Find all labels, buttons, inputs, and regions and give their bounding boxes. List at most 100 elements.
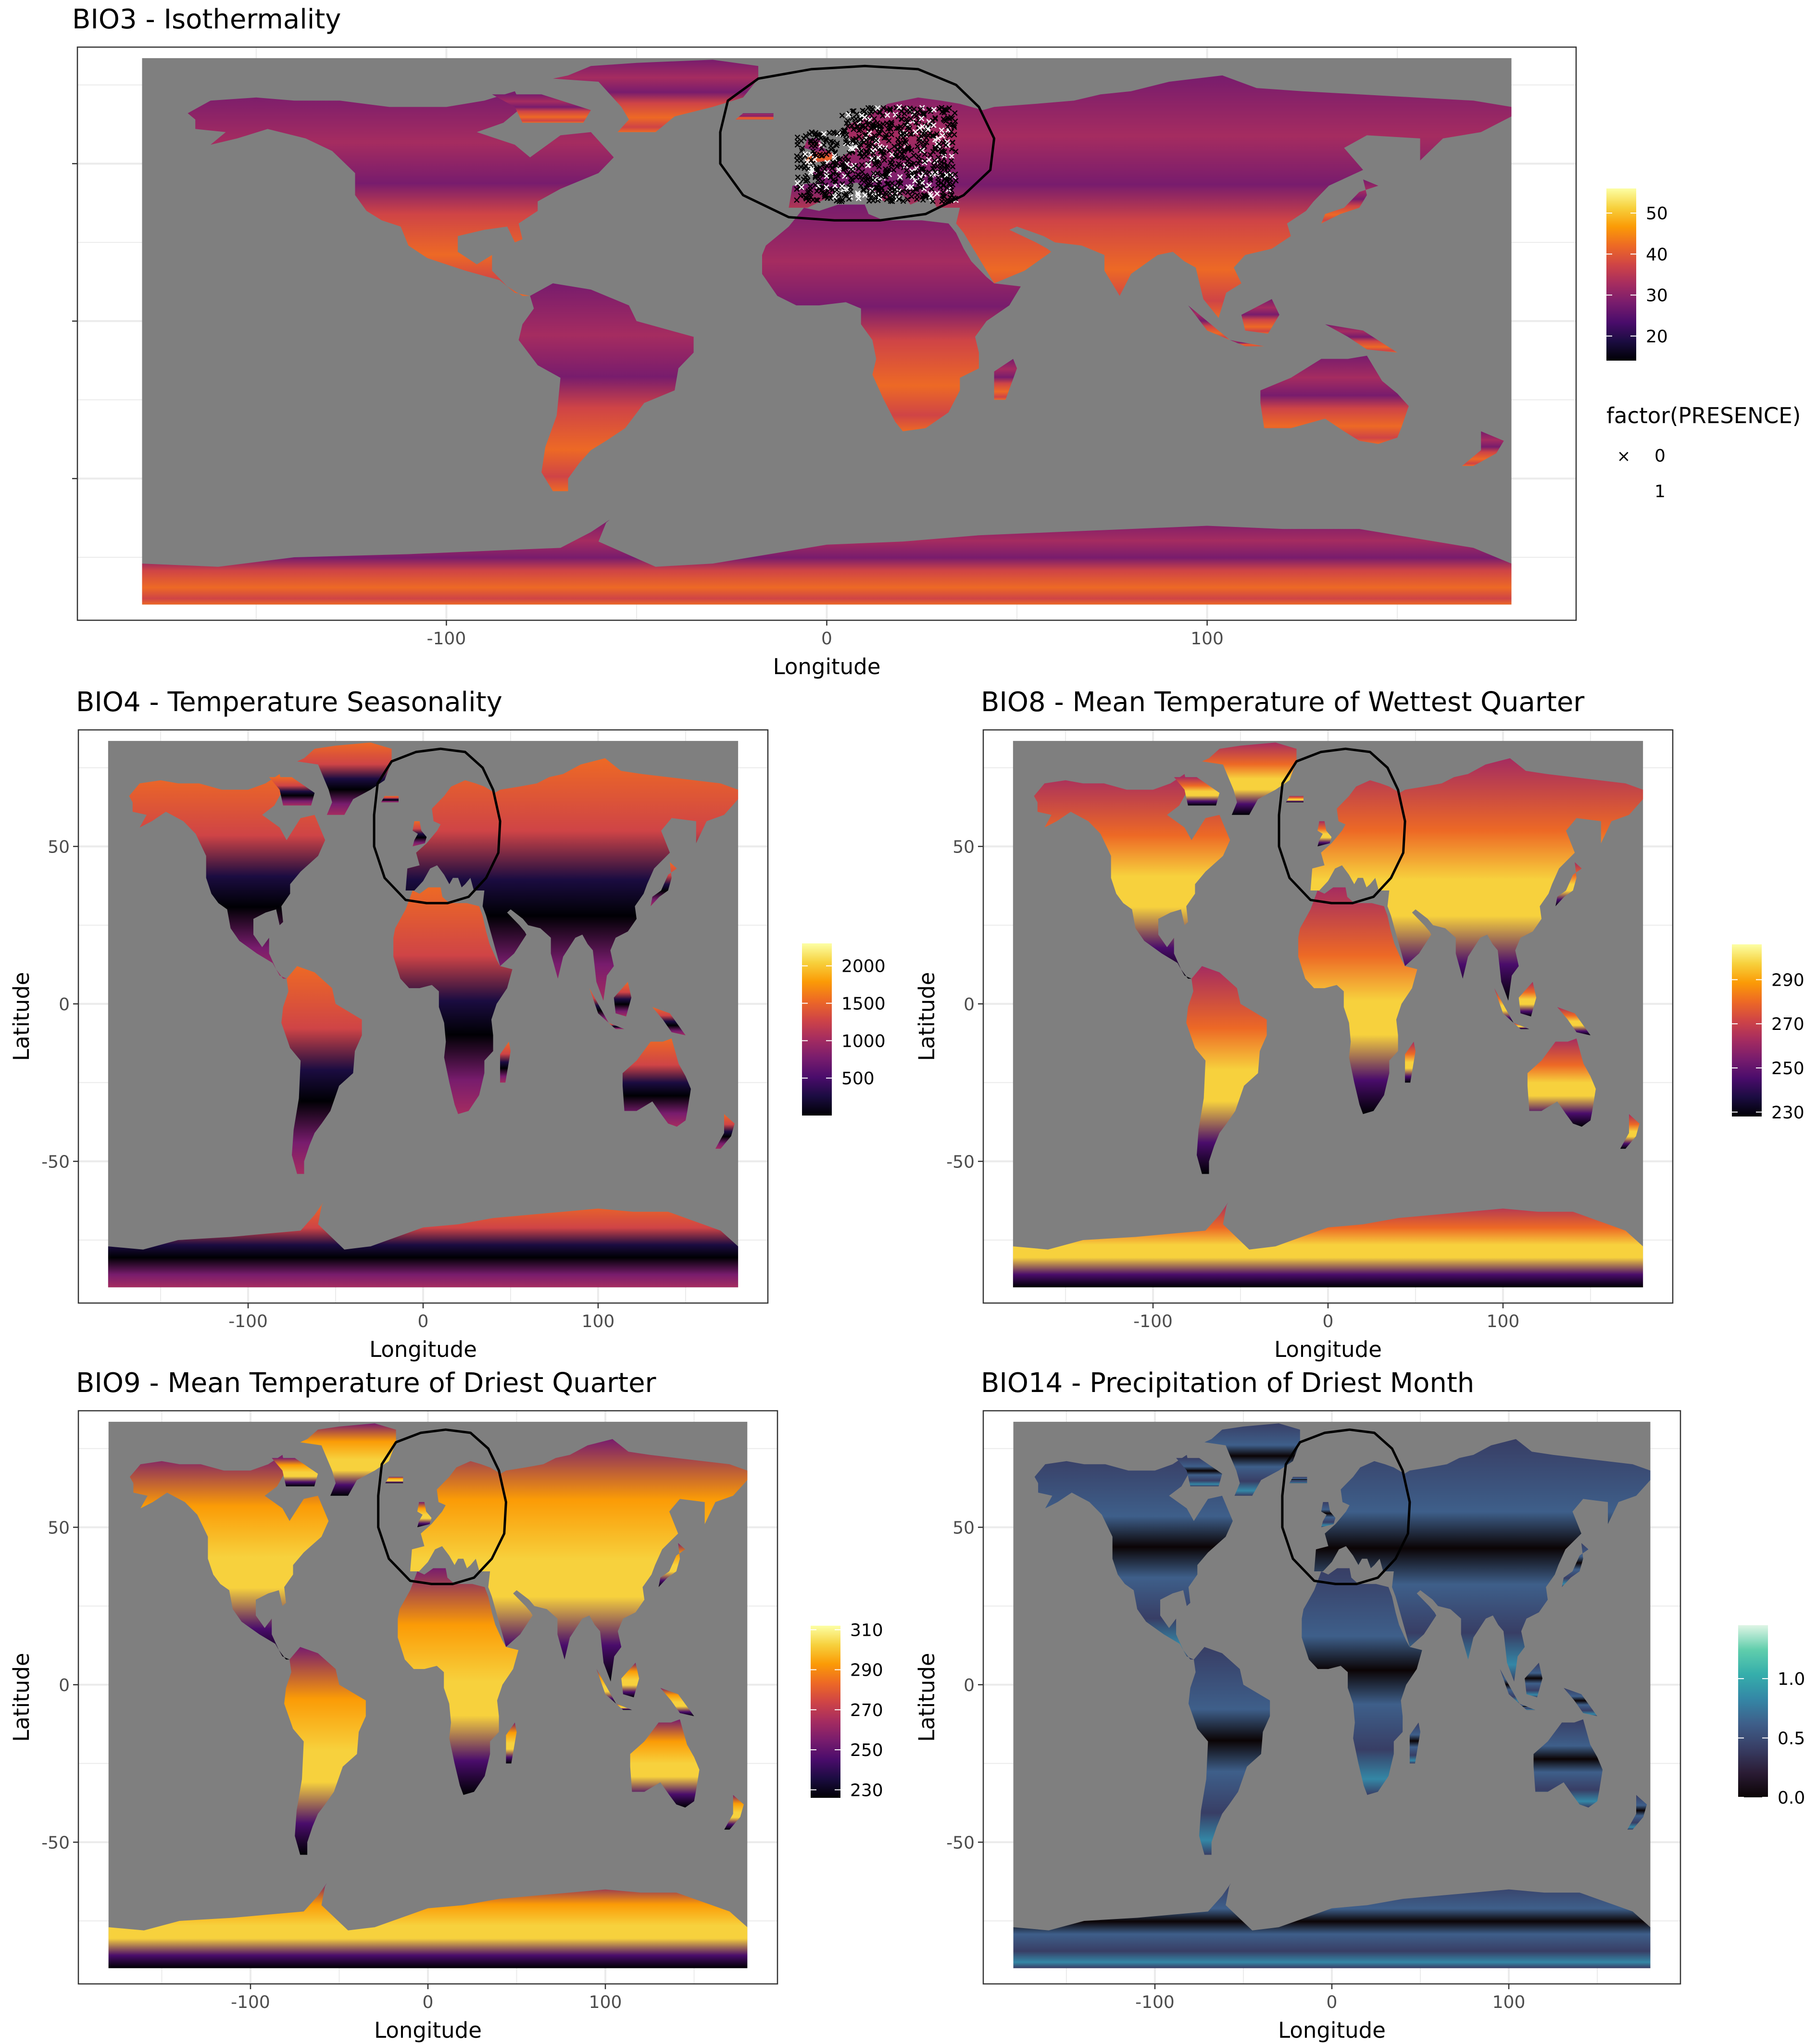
presence-point xyxy=(842,128,848,134)
presence-point xyxy=(881,157,888,163)
land-antarctica xyxy=(108,1883,748,1969)
presence-point xyxy=(895,113,902,120)
land-australia xyxy=(630,1719,700,1808)
presence-point xyxy=(940,192,946,199)
colorbar xyxy=(1732,944,1762,1116)
x-tick-label: -100 xyxy=(231,1993,270,2012)
presence-point xyxy=(921,128,927,135)
colorbar xyxy=(1738,1625,1768,1797)
presence-point xyxy=(848,185,854,191)
presence-point xyxy=(876,163,882,170)
presence-point xyxy=(897,162,903,168)
presence-point xyxy=(866,120,872,126)
presence-point xyxy=(901,140,907,146)
presence-point xyxy=(823,138,829,144)
presence-point xyxy=(864,137,869,143)
presence-point xyxy=(819,184,825,190)
land-greenland xyxy=(552,60,759,132)
x-axis-label: Longitude xyxy=(1278,2018,1386,2043)
land-eurasia xyxy=(410,1439,748,1682)
presence-point xyxy=(807,138,814,144)
land-namerica xyxy=(129,774,326,979)
presence-point xyxy=(908,184,915,190)
presence-point xyxy=(947,121,953,127)
presence-point xyxy=(794,180,801,186)
land-samerica xyxy=(284,1647,366,1855)
presence-point xyxy=(897,190,903,196)
presence-point xyxy=(872,144,878,150)
x-tick-label: 100 xyxy=(1190,629,1224,649)
land-uk xyxy=(1317,821,1332,847)
presence-point xyxy=(915,153,922,160)
land-samerica xyxy=(1188,1647,1270,1855)
presence-point xyxy=(805,166,811,172)
presence-point xyxy=(801,176,807,182)
presence-point xyxy=(943,142,949,148)
presence-point xyxy=(855,192,861,198)
presence-point xyxy=(872,162,878,168)
presence-point xyxy=(827,175,833,181)
presence-point xyxy=(950,163,956,170)
presence-point xyxy=(807,187,814,193)
presence-point xyxy=(935,136,941,141)
colorbar xyxy=(811,1626,840,1798)
land-namerica xyxy=(130,1455,329,1660)
presence-point xyxy=(819,179,826,185)
x-tick-label: 0 xyxy=(1327,1993,1338,2012)
presence-point xyxy=(881,150,887,156)
x-axis-label: Longitude xyxy=(374,2018,482,2043)
presence-point xyxy=(834,187,840,193)
land-madagascar xyxy=(994,359,1017,400)
y-axis-label: Latitude xyxy=(9,1653,34,1742)
presence-point xyxy=(864,148,869,154)
presence-point xyxy=(928,186,935,192)
presence-point xyxy=(799,184,804,190)
presence-point xyxy=(883,171,889,177)
presence-point xyxy=(848,166,854,173)
colorbar-tick-label: 500 xyxy=(841,1069,875,1089)
panel-title: BIO14 - Precipitation of Driest Month xyxy=(981,1367,1475,1399)
presence-point xyxy=(871,125,877,131)
land-nz xyxy=(1620,1114,1640,1149)
presence-point xyxy=(884,197,890,202)
presence-point xyxy=(867,192,873,198)
presence-point xyxy=(934,141,940,147)
presence-point xyxy=(860,187,866,193)
presence-point xyxy=(915,109,921,115)
presence-point xyxy=(863,132,869,138)
raster-land xyxy=(108,742,739,1288)
presence-point xyxy=(932,169,938,176)
presence-point xyxy=(895,146,901,152)
presence-point xyxy=(889,121,895,127)
chart-bio8: -100 0 100 50 0 -50 Longitude Latitude 230 250 270… xyxy=(914,729,1804,1362)
presence-point xyxy=(845,140,851,146)
presence-point xyxy=(815,197,821,203)
land-antarctica xyxy=(1013,1202,1643,1288)
presence-point xyxy=(917,147,923,153)
land-samerica xyxy=(1186,966,1267,1174)
presence-point xyxy=(818,135,824,141)
land-uk xyxy=(413,821,427,847)
land-nz xyxy=(1462,431,1504,466)
land-eurasia xyxy=(405,758,739,1001)
presence-point xyxy=(850,146,856,152)
land-japan xyxy=(1555,862,1582,906)
presence-point xyxy=(918,176,924,183)
presence-point xyxy=(889,119,894,125)
presence-point xyxy=(846,196,852,202)
land-baffin xyxy=(269,777,315,806)
land-samerica xyxy=(518,283,694,491)
presence-point xyxy=(896,104,902,110)
land-indonesia2 xyxy=(1230,340,1265,347)
presence-point xyxy=(802,133,809,139)
presence-point xyxy=(858,183,864,189)
legend-symbol: × xyxy=(1617,447,1631,466)
presence-point xyxy=(814,188,820,194)
land-namerica xyxy=(1034,1455,1233,1660)
land-indonesia1 xyxy=(1188,305,1230,340)
presence-point xyxy=(952,110,958,116)
colorbar-tick-label: 270 xyxy=(1771,1015,1804,1034)
presence-point xyxy=(875,105,881,111)
study-area-outline xyxy=(719,64,996,222)
chart-bio3: -1000100500-50LongitudeLatitude20304050f… xyxy=(72,46,1801,679)
